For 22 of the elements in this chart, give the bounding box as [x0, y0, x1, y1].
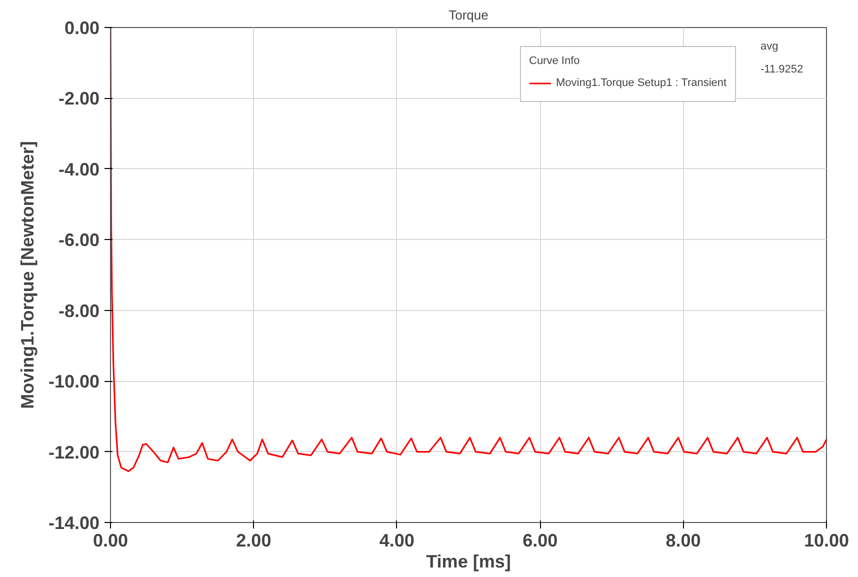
y-tick-label: -10.00 [48, 372, 100, 392]
y-tick-label: -12.00 [48, 442, 100, 462]
y-axis-title: Moving1.Torque [NewtonMeter] [17, 141, 38, 409]
legend-title: Curve Info [529, 55, 581, 67]
annotation: avg [760, 40, 778, 52]
y-tick-label: -6.00 [58, 230, 100, 250]
x-tick-label: 6.00 [522, 530, 558, 550]
legend-label: Moving1.Torque Setup1 : Transient [556, 77, 727, 89]
line-series [110, 28, 826, 472]
x-tick-label: 4.00 [379, 530, 414, 550]
y-tick-label: -2.00 [58, 88, 100, 109]
x-tick-label: 8.00 [666, 530, 701, 550]
y-tick-label: 0.00 [64, 18, 100, 38]
annotation: -11.9252 [760, 64, 804, 76]
y-tick-label: -4.00 [58, 159, 100, 180]
y-tick-label: -14.00 [48, 513, 100, 533]
x-tick-label: 10.00 [804, 530, 850, 550]
y-tick-label: -8.00 [58, 300, 100, 321]
x-axis-title: Time [ms] [426, 552, 511, 572]
x-tick-label: 0.00 [92, 530, 128, 550]
chart-title: Torque [448, 8, 488, 22]
x-tick-label: 2.00 [236, 530, 272, 550]
